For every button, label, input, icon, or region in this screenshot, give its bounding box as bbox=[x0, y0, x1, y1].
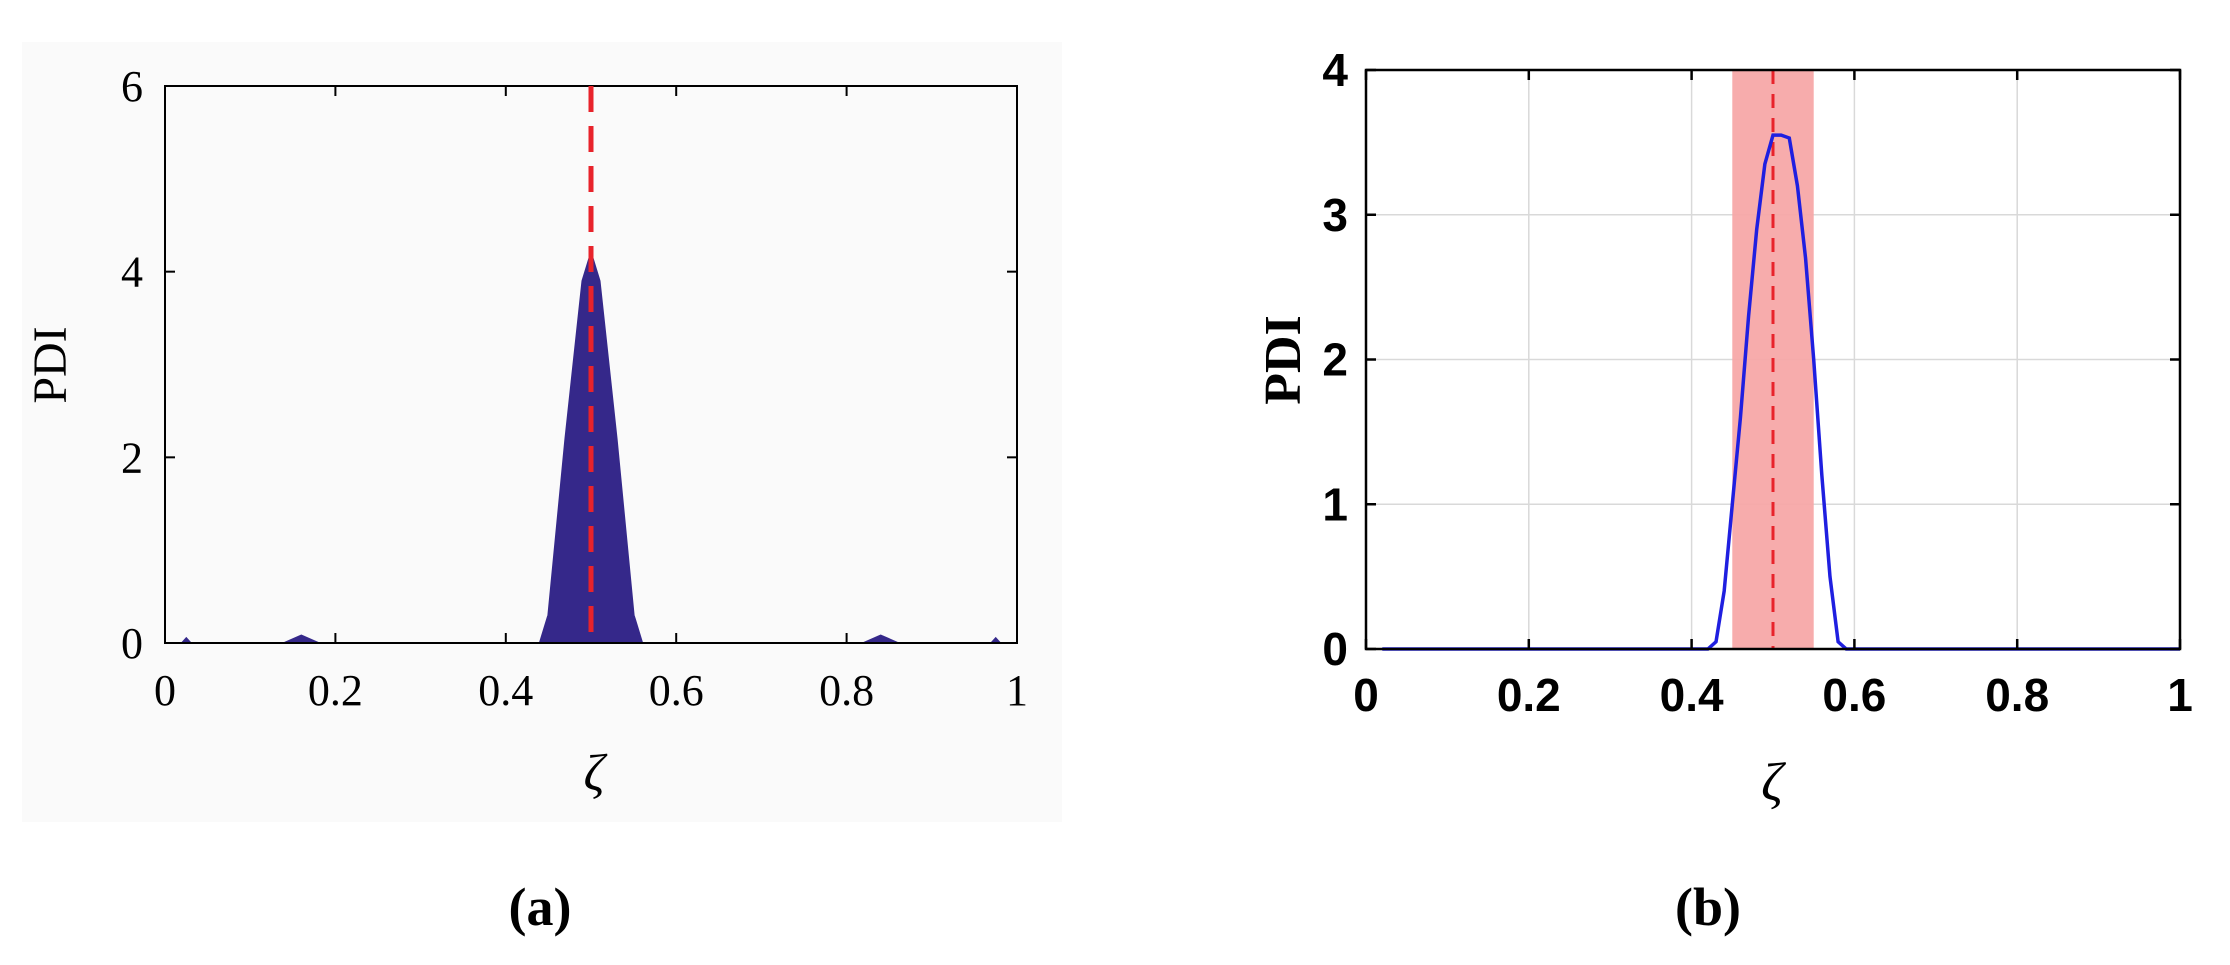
x-tick-label: 0.2 bbox=[308, 666, 363, 715]
x-tick-label: 0.4 bbox=[478, 666, 533, 715]
panel-a-plot-area: 0 0.2 0.4 0.6 0.8 1 0 2 4 6 bbox=[121, 62, 1028, 715]
y-tick-label: 4 bbox=[1322, 44, 1348, 96]
x-tick-label: 0.4 bbox=[1660, 669, 1724, 721]
y-tick-label: 1 bbox=[1322, 478, 1348, 530]
panel-a-background bbox=[22, 42, 1062, 822]
x-tick-label: 0.8 bbox=[1985, 669, 2049, 721]
x-tick-label: 0 bbox=[154, 666, 176, 715]
panel-a-y-axis-label: PDI bbox=[24, 326, 77, 403]
x-tick-label: 1 bbox=[1006, 666, 1028, 715]
y-tick-label: 6 bbox=[121, 62, 143, 111]
x-tick-label: 0.6 bbox=[1822, 669, 1886, 721]
panel-a-caption: (a) bbox=[509, 877, 572, 937]
panel-a: 0 0.2 0.4 0.6 0.8 1 0 2 4 6 PDI ζ (a) bbox=[22, 42, 1062, 937]
x-tick-label: 1 bbox=[2167, 669, 2193, 721]
y-tick-label: 0 bbox=[121, 619, 143, 668]
y-tick-label: 0 bbox=[1322, 623, 1348, 675]
panel-b-caption: (b) bbox=[1675, 877, 1741, 937]
y-tick-label: 3 bbox=[1322, 189, 1348, 241]
panel-a-x-axis-label: ζ bbox=[583, 745, 607, 802]
panel-b-plot-area: 0 0.2 0.4 0.6 0.8 1 0 1 2 3 4 bbox=[1322, 44, 2192, 721]
panel-b: 0 0.2 0.4 0.6 0.8 1 0 1 2 3 4 PDI ζ (b) bbox=[1255, 44, 2193, 937]
x-tick-label: 0.2 bbox=[1497, 669, 1561, 721]
pdi-line bbox=[1382, 133, 2180, 651]
y-tick-label: 2 bbox=[121, 433, 143, 482]
x-tick-label: 0.6 bbox=[649, 666, 704, 715]
panel-b-x-axis-label: ζ bbox=[1761, 752, 1786, 812]
x-tick-label: 0 bbox=[1353, 669, 1379, 721]
y-tick-label: 2 bbox=[1322, 334, 1348, 386]
y-tick-label: 4 bbox=[121, 248, 143, 297]
x-tick-label: 0.8 bbox=[819, 666, 874, 715]
panel-b-y-axis-label: PDI bbox=[1255, 315, 1312, 405]
